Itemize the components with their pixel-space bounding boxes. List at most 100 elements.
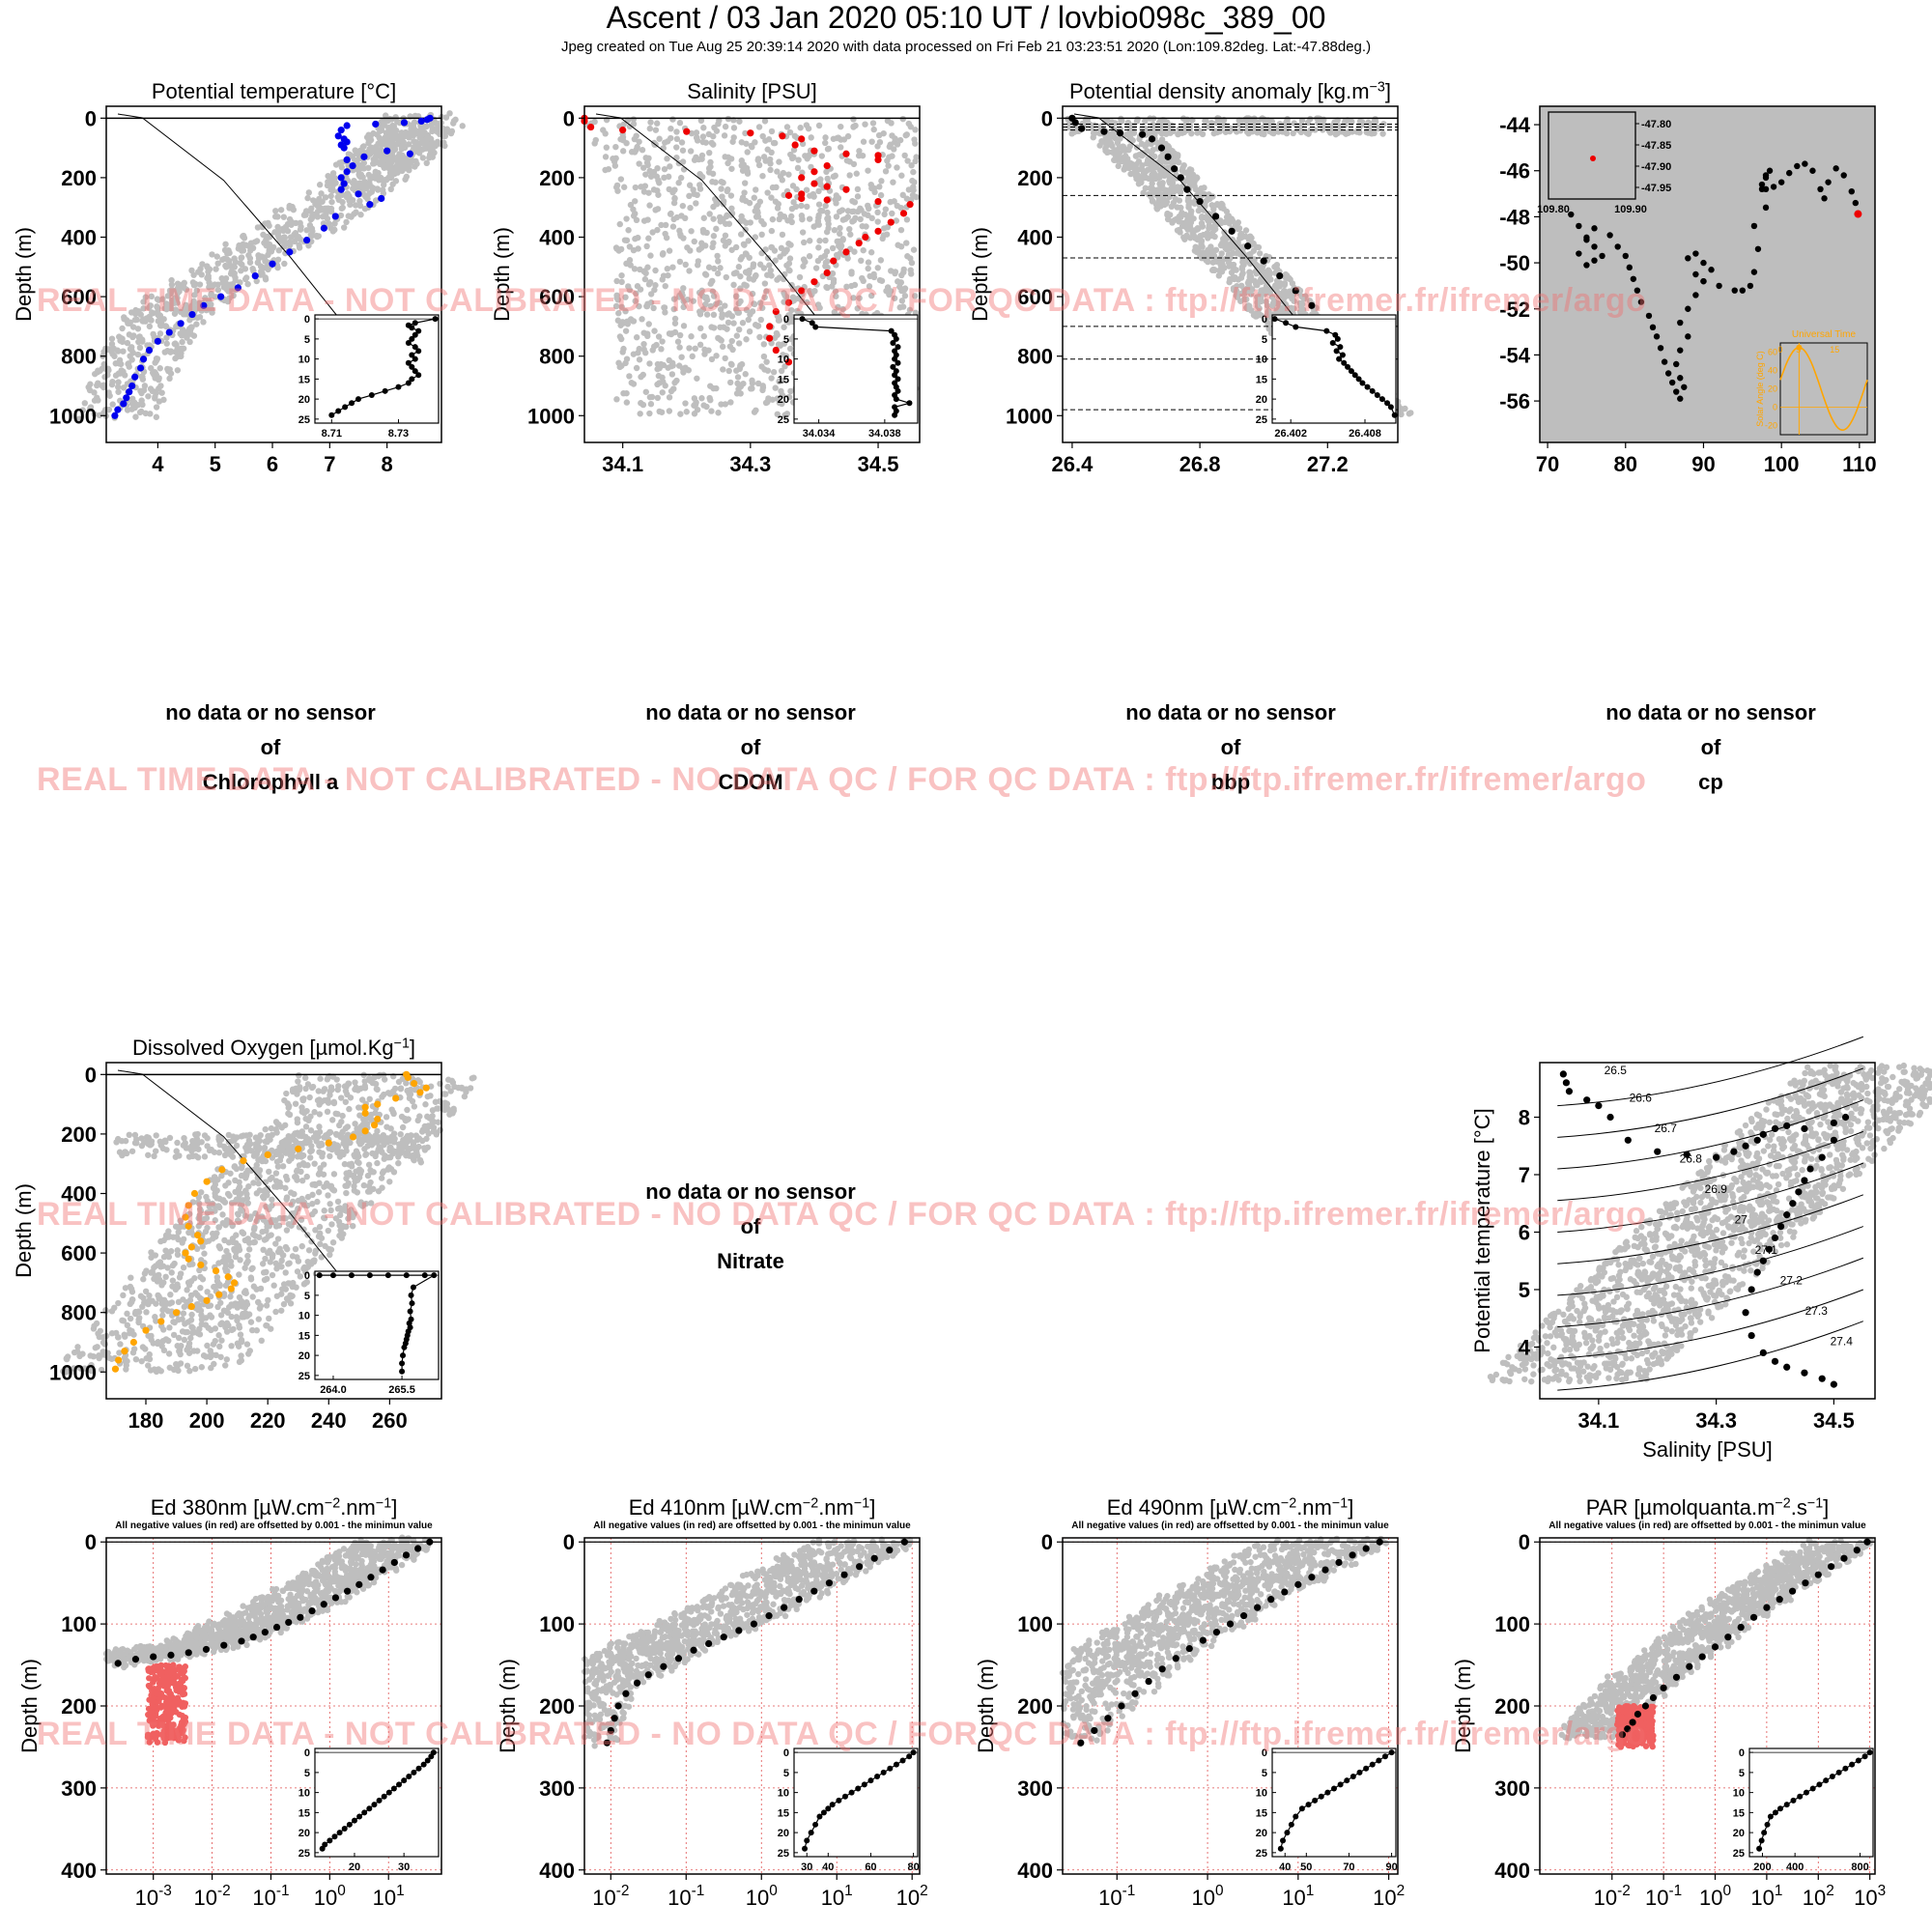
background-point xyxy=(768,243,776,251)
background-point xyxy=(774,205,781,212)
background-point xyxy=(228,1343,235,1350)
background-point xyxy=(448,128,456,135)
background-point xyxy=(183,286,190,293)
background-point xyxy=(163,305,170,313)
inset-frame xyxy=(1271,314,1397,424)
background-point xyxy=(150,330,156,338)
background-point xyxy=(636,160,642,167)
background-point xyxy=(756,333,763,341)
inset-y-tick-label: 25 xyxy=(298,414,310,426)
background-point xyxy=(239,247,245,254)
background-point xyxy=(643,159,651,166)
background-point xyxy=(722,123,729,130)
figure-subtitle: Jpeg created on Tue Aug 25 20:39:14 2020… xyxy=(560,39,1372,55)
background-point xyxy=(365,1161,373,1168)
data-point xyxy=(747,129,754,137)
data-point xyxy=(340,180,348,187)
background-point xyxy=(1120,143,1127,151)
background-point xyxy=(237,260,244,267)
background-point xyxy=(95,367,101,374)
title-text: ] xyxy=(1385,79,1391,103)
background-point xyxy=(382,176,389,184)
background-point xyxy=(1185,193,1193,200)
background-point xyxy=(879,235,886,242)
background-point xyxy=(339,191,346,198)
background-point xyxy=(761,118,769,125)
data-point xyxy=(320,224,328,232)
background-point xyxy=(316,182,324,188)
background-point xyxy=(120,348,127,355)
background-point xyxy=(1219,261,1226,269)
background-point xyxy=(673,128,680,135)
background-point xyxy=(717,218,724,225)
background-point xyxy=(718,185,724,192)
background-point xyxy=(1068,130,1075,137)
background-point xyxy=(259,222,266,230)
background-point xyxy=(622,327,630,334)
background-point xyxy=(261,255,268,262)
data-point xyxy=(899,210,908,217)
background-point xyxy=(389,164,396,171)
background-point xyxy=(666,247,673,254)
background-point xyxy=(263,237,270,243)
background-point xyxy=(651,327,658,334)
background-point xyxy=(691,156,698,163)
background-point xyxy=(254,259,262,267)
background-point xyxy=(380,117,386,125)
background-point xyxy=(155,311,161,318)
background-point xyxy=(81,400,88,407)
background-point xyxy=(423,159,430,167)
background-point xyxy=(785,393,793,401)
data-point xyxy=(200,301,208,309)
x-tick-label: 5 xyxy=(210,452,221,476)
background-point xyxy=(722,401,729,408)
background-point xyxy=(630,381,638,387)
background-point xyxy=(156,330,164,337)
background-point xyxy=(208,1364,214,1372)
x-tick-label: 34.5 xyxy=(858,452,899,476)
data-point xyxy=(874,156,882,164)
background-point xyxy=(746,270,753,277)
background-point xyxy=(869,120,877,127)
background-point xyxy=(620,345,627,353)
background-point xyxy=(374,1159,381,1167)
background-point xyxy=(125,320,131,327)
background-point xyxy=(639,147,646,154)
data-point xyxy=(355,396,361,403)
background-point xyxy=(717,336,724,343)
x-tick-label: 34.3 xyxy=(729,452,771,476)
data-point xyxy=(400,119,409,127)
background-point xyxy=(324,215,331,222)
background-point xyxy=(823,248,831,255)
background-point xyxy=(352,147,358,154)
background-point xyxy=(658,221,665,229)
background-point xyxy=(665,271,671,279)
background-point xyxy=(324,182,331,189)
background-point xyxy=(245,1182,252,1190)
background-point xyxy=(286,202,293,210)
data-point xyxy=(1323,327,1330,334)
background-point xyxy=(182,305,188,312)
background-point xyxy=(773,184,780,191)
background-point xyxy=(1224,245,1231,252)
background-point xyxy=(279,1163,287,1170)
background-point xyxy=(758,231,765,239)
background-point xyxy=(404,1106,411,1114)
background-point xyxy=(908,162,915,169)
background-point xyxy=(1284,116,1291,123)
background-point xyxy=(852,122,859,129)
background-point xyxy=(1307,115,1314,123)
background-point xyxy=(678,139,686,146)
background-point xyxy=(336,159,343,166)
background-point xyxy=(301,1074,309,1082)
background-point xyxy=(450,118,458,125)
background-point xyxy=(244,280,251,288)
background-point xyxy=(347,201,354,209)
background-point xyxy=(777,211,784,218)
background-point xyxy=(357,212,364,218)
background-point xyxy=(910,168,917,176)
background-point xyxy=(272,208,279,214)
background-point xyxy=(1180,234,1187,241)
background-point xyxy=(168,1299,176,1306)
inset-y-tick-label: 25 xyxy=(778,414,789,426)
